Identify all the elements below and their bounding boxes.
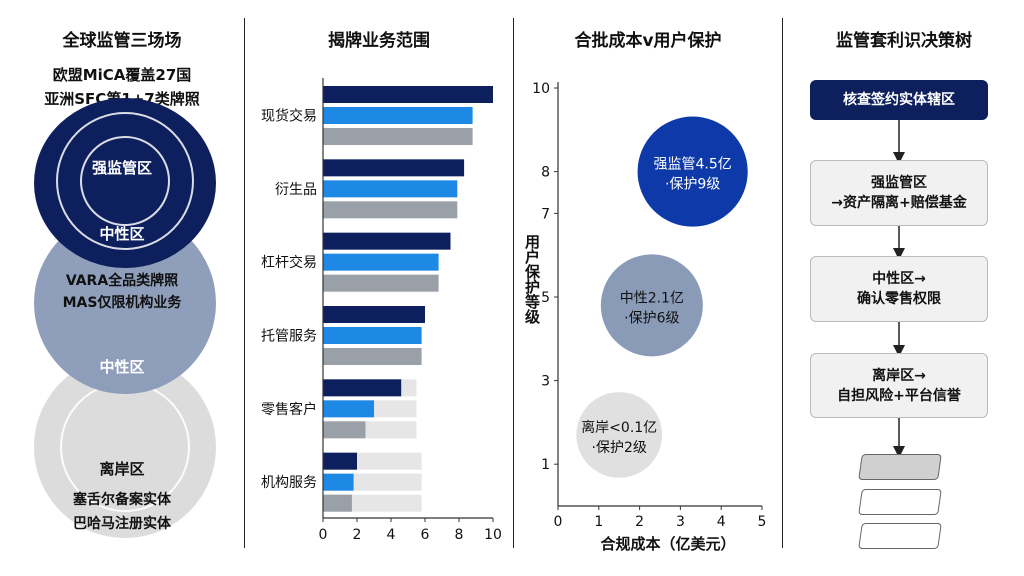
node-strong-zone: 强监管区 →资产隔离+赔偿基金 [810,160,988,226]
bar-2-2 [323,274,439,292]
x-tick-label: 2 [635,514,644,530]
bar-5-2 [323,494,352,512]
decision-tree-title: 监管套利识决策树 [836,31,972,51]
x-tick-label: 4 [717,514,726,530]
panel1-title: 全球监管三场场 [62,31,182,51]
bar-5-0 [323,452,357,470]
stub-box-1 [858,454,942,480]
x-tick-label: 4 [387,527,396,543]
bubble-label-line2: ·保护6级 [624,310,679,326]
bar-chart-title: 揭牌业务范围 [328,31,430,51]
node-check-jurisdiction: 核查签约实体辖区 [810,80,988,120]
bar-4-1 [323,400,374,418]
decision-tree-panel: 监管套利识决策树 [784,0,1024,576]
x-tick-label: 0 [554,514,563,530]
y-tick-label: 5 [541,290,550,306]
bar-0-1 [323,107,473,124]
neutral-zone-label-bottom: 中性区 [99,358,145,376]
bubble-label-line2: ·保护9级 [665,177,720,193]
x-tick-label: 5 [758,514,767,530]
bar-3-2 [323,348,422,365]
bubble-0 [637,116,748,227]
bubble-1 [600,254,703,357]
bubble-label-line1: 中性2.1亿 [620,290,684,306]
bubble-label-line1: 强监管4.5亿 [654,157,732,173]
divider-1 [244,18,245,548]
mas-line: MAS仅限机构业务 [62,295,182,311]
bubble-label-line1: 离岸<0.1亿 [581,419,657,436]
divider-3 [782,18,783,548]
mica-note: 欧盟MiCA覆盖27国 [52,66,192,84]
bar-4-2 [323,421,366,439]
x-tick-label: 2 [353,527,362,543]
divider-2 [513,18,514,548]
x-tick-label: 8 [455,527,464,543]
bar-2-0 [323,232,451,250]
category-label: 机构服务 [261,475,317,491]
seychelles-line: 塞舌尔备案实体 [73,492,171,508]
strong-zone-ring-outer [56,112,194,250]
stub-box-2 [858,489,942,515]
strong-zone-ring-inner [80,136,170,226]
stub-box-3 [858,523,942,549]
category-label: 衍生品 [275,182,317,198]
x-axis-label: 合规成本（亿美元） [599,535,735,553]
node-neutral-zone: 中性区→ 确认零售权限 [810,256,988,322]
y-tick-label: 7 [541,206,550,222]
x-tick-label: 3 [676,514,685,530]
x-tick-label: 1 [594,514,603,530]
bar-1-0 [323,159,465,177]
bar-3-0 [323,306,425,323]
bar-1-2 [323,201,458,219]
y-tick-label: 8 [541,165,550,181]
node-offshore-zone: 离岸区→ 自担风险+平台信誉 [810,353,988,418]
bar-5-1 [323,473,354,491]
category-label: 现货交易 [261,108,317,125]
cost-protection-panel: 合批成本v用户保护 0 1 2 3 4 5 1 3 5 7 8 10 合规成本（亿美元） 用户保护等级 强监… [514,0,782,576]
x-tick-label: 10 [484,527,502,543]
bubble-chart-title: 合批成本v用户保护 [574,31,722,51]
regulatory-zones-panel: 全球监管三场场 欧盟MiCA覆盖27国 亚洲SFC第1+7类牌照 强监管区 中性… [0,0,244,576]
category-label: 托管服务 [261,329,317,345]
bubble-label-line2: ·保护2级 [592,440,647,456]
y-tick-label: 3 [541,374,550,390]
cost-protection-chart: 0 1 2 3 4 5 1 3 5 7 8 10 合规成本（亿美元） 用户保护等级 强监管4.5亿 ·保护9级… [523,81,767,553]
y-tick-label: 1 [541,457,550,473]
neutral-zone-label-top: 中性区 [99,225,145,243]
bahamas-line: 巴哈马注册实体 [73,516,171,532]
strong-zone-label: 强监管区 [91,159,152,177]
y-tick-label: 10 [532,81,550,97]
vara-line: VARA全品类牌照 [65,273,179,289]
business-scope-panel: 揭牌业务范围 现货交易衍生品杠杆交易托管服务零售客户机构服务 0 2 4 6 8 10 [246,0,512,576]
category-label: 零售客户 [261,401,317,418]
category-label: 杠杆交易 [261,254,317,271]
bar-2-1 [323,253,439,271]
bar-0-0 [323,86,493,103]
offshore-zone-label: 离岸区 [99,460,145,478]
x-tick-label: 6 [421,527,430,543]
bar-4-0 [323,379,402,397]
bar-3-1 [323,327,422,344]
x-tick-label: 0 [319,527,328,543]
bar-1-1 [323,180,458,198]
bar-0-2 [323,128,473,145]
y-axis-label: 用户保护等级 [523,234,541,325]
bubble-2 [576,392,663,478]
